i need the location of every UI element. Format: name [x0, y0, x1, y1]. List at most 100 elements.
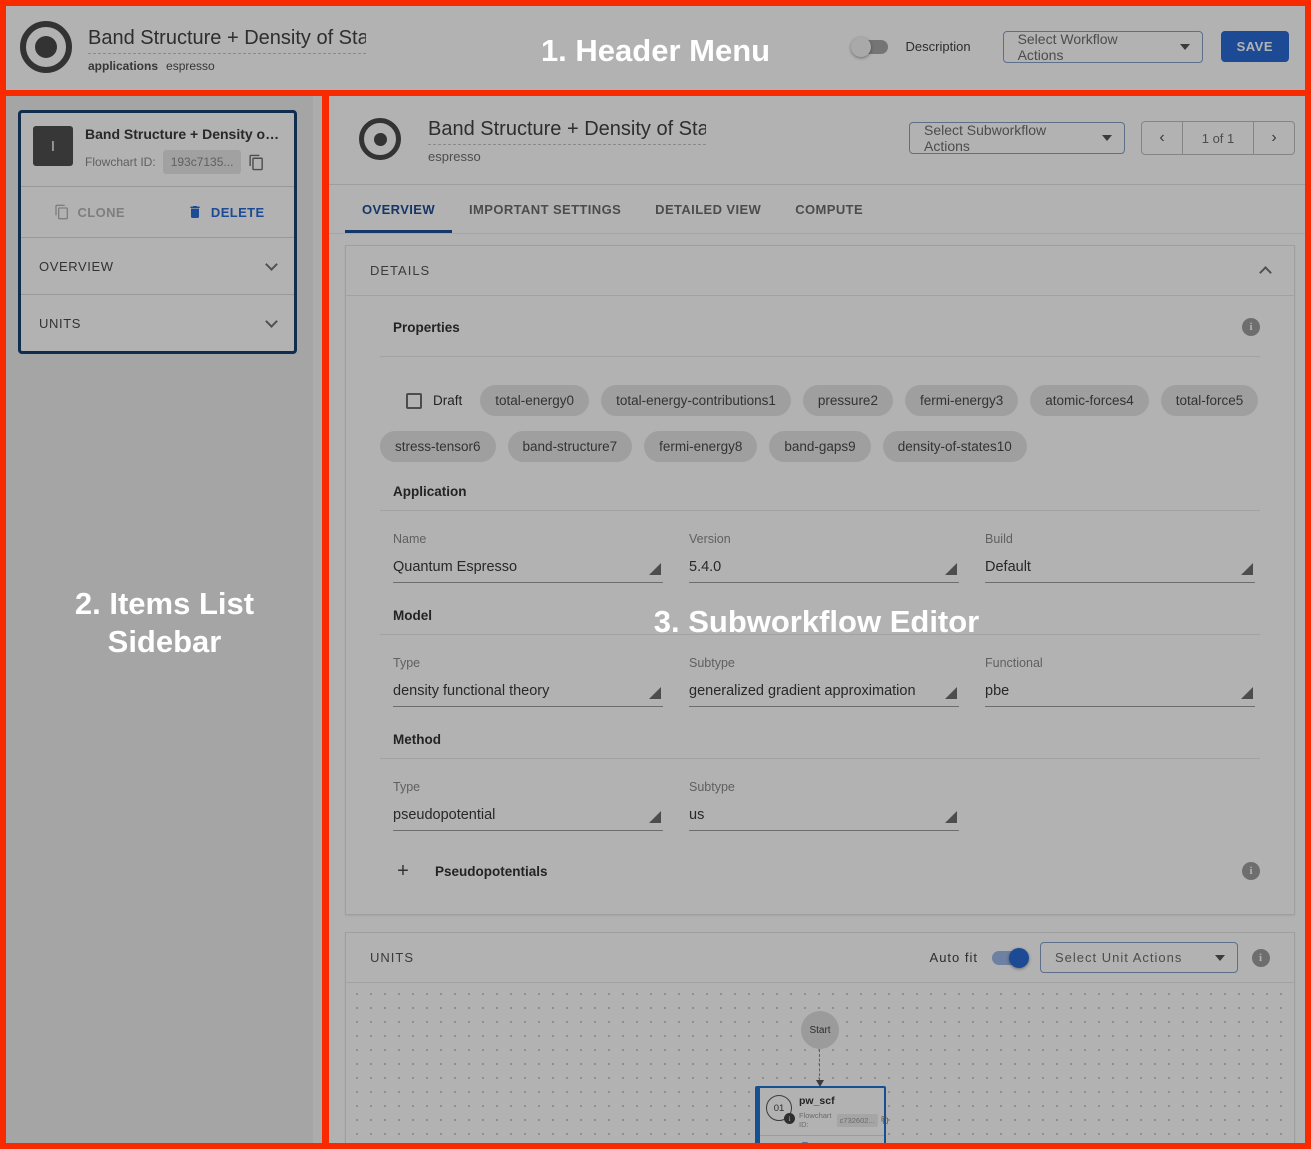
subworkflow-item-card[interactable]: I Band Structure + Density of ... Flowch…	[18, 110, 297, 354]
delete-button[interactable]: DELETE	[158, 187, 295, 237]
breadcrumb-section[interactable]: applications	[88, 59, 159, 73]
caret-down-icon	[1215, 954, 1225, 961]
flowchart-unit-node[interactable]: 01 i pw_scf Flowchart ID: c732602...	[755, 1086, 894, 1149]
field-model-type: Type density functional theory	[393, 656, 663, 707]
save-button[interactable]: SAVE	[1220, 31, 1289, 62]
next-page-button[interactable]: ›	[1271, 129, 1277, 146]
flowchart-canvas[interactable]: Start 01 i pw_scf Flowchart ID: c7	[346, 983, 1294, 1149]
select-corner-icon	[1241, 563, 1253, 575]
chevron-down-icon	[265, 257, 278, 271]
unit-edit-button[interactable]: EDIT	[767, 1142, 801, 1149]
units-panel-title: UNITS	[370, 950, 414, 965]
pagination: ‹ 1 of 1 ›	[1141, 121, 1295, 155]
field-method-subtype: Subtype us	[689, 780, 959, 831]
property-chip[interactable]: total-energy-contributions1	[601, 385, 791, 416]
property-chip[interactable]: total-energy0	[480, 385, 590, 416]
page-indicator: 1 of 1	[1182, 122, 1254, 154]
flowchart-connector	[819, 1049, 820, 1081]
pencil-icon	[768, 1143, 776, 1149]
application-name-select[interactable]: Quantum Espresso	[393, 559, 663, 583]
application-version-select[interactable]: 5.4.0	[689, 559, 959, 583]
unit-flowchart-id-value: c732602...	[836, 1113, 878, 1127]
field-application-build: Build Default	[985, 532, 1255, 583]
description-toggle[interactable]	[850, 36, 888, 57]
item-avatar: I	[33, 126, 73, 166]
workflow-actions-label: Select Workflow Actions	[1017, 30, 1118, 63]
app-logo-icon	[20, 21, 72, 73]
clone-button-label: CLONE	[77, 204, 125, 220]
info-icon[interactable]: i	[1242, 318, 1260, 336]
pseudopotentials-label: Pseudopotentials	[435, 863, 548, 879]
select-corner-icon	[649, 811, 661, 823]
add-icon[interactable]: +	[397, 860, 409, 882]
model-functional-select[interactable]: pbe	[985, 683, 1255, 707]
tab-compute[interactable]: COMPUTE	[795, 202, 864, 217]
application-build-select[interactable]: Default	[985, 559, 1255, 583]
info-icon[interactable]: i	[1252, 948, 1270, 967]
method-subtype-select[interactable]: us	[689, 807, 959, 831]
method-type-select[interactable]: pseudopotential	[393, 807, 663, 831]
description-toggle-label: Description	[905, 39, 971, 54]
sidebar-section-overview[interactable]: OVERVIEW	[21, 237, 294, 294]
flowchart-start-node[interactable]: Start	[801, 1011, 839, 1049]
subworkflow-actions-select[interactable]: Select Subworkflow Actions	[909, 122, 1125, 154]
properties-label: Properties	[393, 319, 460, 335]
select-corner-icon	[649, 687, 661, 699]
autofit-toggle[interactable]	[992, 947, 1029, 968]
tab-important-settings[interactable]: IMPORTANT SETTINGS	[469, 202, 622, 217]
caret-down-icon	[1102, 135, 1112, 141]
method-section-label: Method	[393, 732, 441, 747]
tab-detailed-view[interactable]: DETAILED VIEW	[655, 202, 762, 217]
chevron-up-icon[interactable]	[1259, 266, 1272, 279]
breadcrumb-item[interactable]: espresso	[166, 59, 215, 73]
workflow-actions-select[interactable]: Select Workflow Actions	[1002, 30, 1203, 63]
unit-actions-label: Select Unit Actions	[1055, 950, 1183, 965]
clone-button[interactable]: CLONE	[21, 187, 158, 237]
trash-icon	[847, 1143, 853, 1149]
property-chip[interactable]: stress-tensor6	[380, 431, 496, 462]
header-menu: Band Structure + Density of States appli…	[0, 0, 1311, 93]
property-chip[interactable]: atomic-forces4	[1030, 385, 1149, 416]
info-icon[interactable]: i	[1242, 862, 1260, 880]
unit-title: pw_scf	[799, 1095, 835, 1107]
property-chip[interactable]: pressure2	[802, 385, 893, 416]
subworkflow-title-input[interactable]: Band Structure + Density of States	[428, 118, 706, 145]
model-subtype-select[interactable]: generalized gradient approximation	[689, 683, 959, 707]
property-chip[interactable]: total-force5	[1160, 385, 1259, 416]
unit-actions-select[interactable]: Select Unit Actions	[1040, 942, 1238, 973]
breadcrumb: applications espresso	[88, 59, 366, 73]
workflow-title-input[interactable]: Band Structure + Density of States	[88, 27, 366, 54]
property-chip[interactable]: fermi-energy8	[644, 431, 758, 462]
chevron-down-icon	[265, 314, 278, 328]
details-panel-title: DETAILS	[370, 263, 431, 278]
autofit-label: Auto fit	[929, 950, 978, 965]
select-corner-icon	[649, 563, 661, 575]
items-list-sidebar: I Band Structure + Density of ... Flowch…	[0, 93, 329, 1149]
field-method-type: Type pseudopotential	[393, 780, 663, 831]
field-application-version: Version 5.4.0	[689, 532, 959, 583]
units-section-label: UNITS	[39, 315, 81, 331]
model-section-label: Model	[393, 608, 432, 623]
caret-down-icon	[1179, 43, 1190, 50]
unit-index-badge: 01 i	[766, 1095, 795, 1124]
unit-info-badge-icon: i	[784, 1113, 795, 1124]
trash-icon	[190, 206, 200, 218]
draft-label: Draft	[433, 393, 463, 408]
prev-page-button[interactable]: ‹	[1159, 129, 1165, 146]
sidebar-section-units[interactable]: UNITS	[21, 294, 294, 351]
sidebar-scrollbar[interactable]	[313, 93, 322, 1149]
model-type-select[interactable]: density functional theory	[393, 683, 663, 707]
draft-checkbox[interactable]	[406, 392, 422, 409]
unit-delete-button[interactable]: DELETE	[845, 1142, 894, 1149]
copy-icon[interactable]	[881, 1115, 889, 1125]
copy-icon[interactable]	[248, 154, 265, 171]
unit-clone-button[interactable]: CLONE	[801, 1142, 845, 1149]
clone-icon	[54, 204, 68, 220]
tab-overview[interactable]: OVERVIEW	[345, 186, 453, 233]
units-panel: UNITS Auto fit Select Unit Actions i Sta…	[345, 932, 1295, 1149]
application-section-label: Application	[393, 484, 467, 499]
property-chip[interactable]: fermi-energy3	[904, 385, 1019, 416]
property-chip[interactable]: band-structure7	[507, 431, 633, 462]
property-chip[interactable]: band-gaps9	[769, 431, 871, 462]
property-chip[interactable]: density-of-states10	[882, 431, 1027, 462]
